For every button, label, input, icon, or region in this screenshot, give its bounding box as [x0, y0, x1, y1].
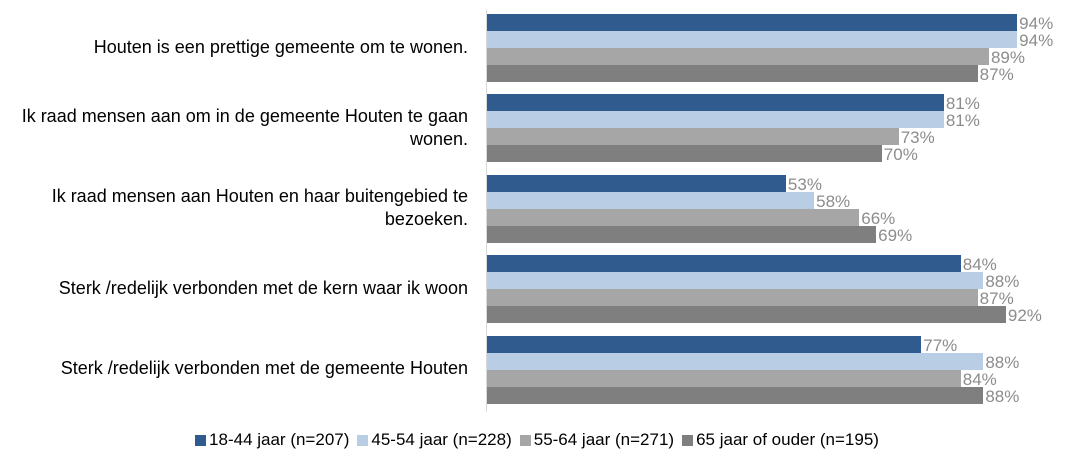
bar — [487, 94, 944, 112]
value-label: 70% — [883, 145, 918, 165]
bar — [487, 208, 860, 226]
legend-swatch — [519, 434, 531, 446]
bar — [487, 289, 978, 307]
category-label: Ik raad mensen aan Houten en haar buiten… — [51, 185, 468, 229]
bar — [487, 255, 961, 273]
category-label: Ik raad mensen aan om in de gemeente Hou… — [21, 105, 468, 149]
value-label: 84% — [962, 369, 997, 389]
legend-item: 18-44 jaar (n=207) — [195, 430, 349, 450]
bar — [487, 335, 922, 353]
legend-swatch — [682, 434, 694, 446]
legend-label: 18-44 jaar (n=207) — [209, 430, 350, 449]
legend-swatch — [357, 434, 369, 446]
bar — [487, 128, 899, 146]
value-label: 92% — [1007, 306, 1042, 326]
value-label: 84% — [962, 255, 997, 275]
bar — [487, 306, 1006, 324]
bar — [487, 111, 944, 129]
value-label: 53% — [787, 174, 822, 194]
legend-swatch — [195, 434, 207, 446]
value-label: 69% — [878, 225, 913, 245]
legend-label: 65 jaar of ouder (n=195) — [696, 430, 879, 449]
bar — [487, 386, 984, 404]
bar — [487, 369, 961, 387]
bar — [487, 48, 989, 65]
value-label: 94% — [1019, 31, 1054, 50]
category-label: Houten is een prettige gemeente om te wo… — [93, 36, 468, 57]
value-label: 87% — [979, 289, 1014, 309]
bar — [487, 352, 984, 370]
value-label: 88% — [985, 386, 1020, 406]
axis-line — [486, 10, 487, 412]
value-label: 94% — [1019, 14, 1054, 33]
value-label: 88% — [985, 352, 1020, 372]
legend-item: 45-54 jaar (n=228) — [357, 430, 512, 450]
legend-item: 55-64 jaar (n=271) — [519, 430, 675, 450]
bar — [487, 272, 984, 290]
value-label: 87% — [979, 65, 1014, 84]
bar — [487, 225, 877, 243]
legend-label: 55-64 jaar (n=271) — [533, 430, 675, 449]
bar — [487, 145, 882, 163]
value-label: 77% — [923, 335, 958, 355]
value-label: 58% — [816, 191, 851, 211]
category-label: Sterk /redelijk verbonden met de kern wa… — [58, 277, 468, 298]
value-label: 73% — [900, 128, 935, 148]
value-label: 88% — [985, 272, 1020, 292]
category-label: Sterk /redelijk verbonden met de gemeent… — [60, 358, 468, 379]
bar — [487, 174, 786, 192]
value-label: 81% — [945, 94, 980, 114]
legend-label: 45-54 jaar (n=228) — [371, 430, 512, 449]
value-label: 66% — [861, 208, 896, 228]
legend-item: 65 jaar of ouder (n=195) — [682, 430, 879, 450]
bar — [487, 191, 815, 209]
bar — [487, 31, 1018, 48]
value-label: 81% — [945, 111, 980, 131]
legend: 18-44 jaar (n=207) 45-54 jaar (n=228) 55-6… — [0, 430, 1074, 450]
bar — [487, 14, 1018, 31]
value-label: 89% — [990, 48, 1025, 67]
bar — [487, 65, 978, 82]
